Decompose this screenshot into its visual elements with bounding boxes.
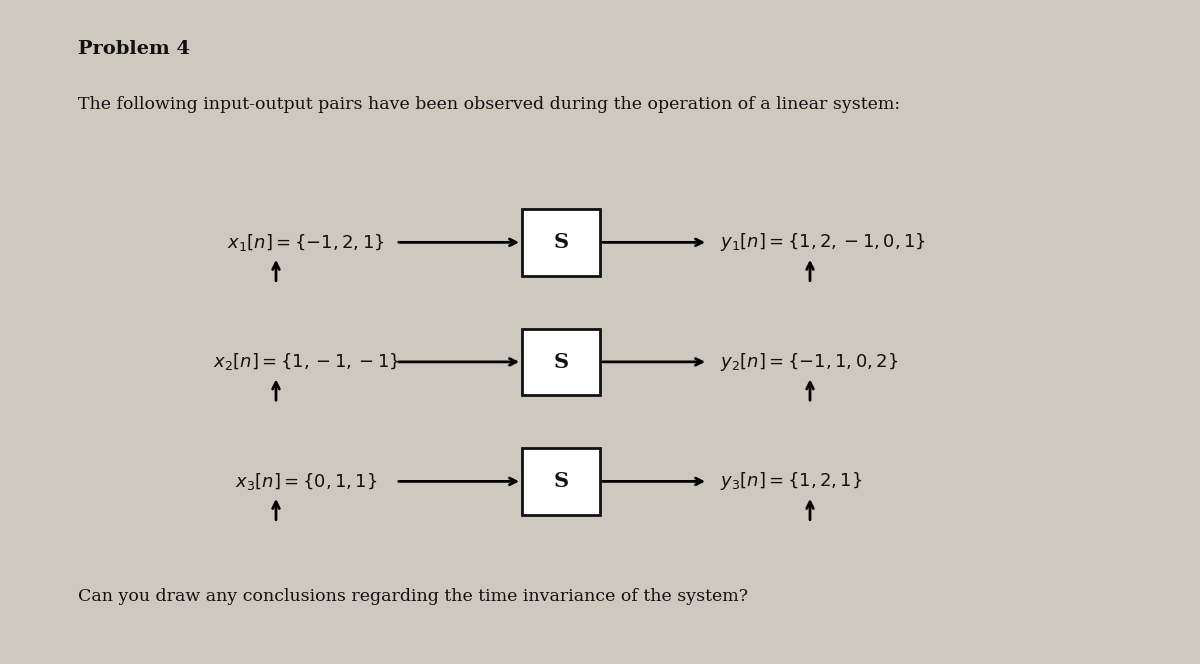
- Text: Problem 4: Problem 4: [78, 40, 190, 58]
- Text: Can you draw any conclusions regarding the time invariance of the system?: Can you draw any conclusions regarding t…: [78, 588, 748, 605]
- Text: The following input-output pairs have been observed during the operation of a li: The following input-output pairs have be…: [78, 96, 900, 114]
- Text: $y_2[n]=\{-1,1,0,2\}$: $y_2[n]=\{-1,1,0,2\}$: [720, 351, 899, 373]
- Text: $x_3[n]=\{0,1,1\}$: $x_3[n]=\{0,1,1\}$: [235, 471, 377, 492]
- Text: $y_1[n]=\{1,2,-1,0,1\}$: $y_1[n]=\{1,2,-1,0,1\}$: [720, 231, 926, 254]
- Text: $y_3[n]=\{1,2,1\}$: $y_3[n]=\{1,2,1\}$: [720, 470, 863, 493]
- Bar: [522, 209, 600, 276]
- Bar: [522, 329, 600, 395]
- Text: S: S: [553, 471, 569, 491]
- Text: S: S: [553, 232, 569, 252]
- Text: $x_1[n]=\{-1,2,1\}$: $x_1[n]=\{-1,2,1\}$: [227, 232, 385, 253]
- Bar: [522, 448, 600, 515]
- Text: $x_2[n]=\{1,-1,-1\}$: $x_2[n]=\{1,-1,-1\}$: [212, 351, 400, 373]
- Text: S: S: [553, 352, 569, 372]
